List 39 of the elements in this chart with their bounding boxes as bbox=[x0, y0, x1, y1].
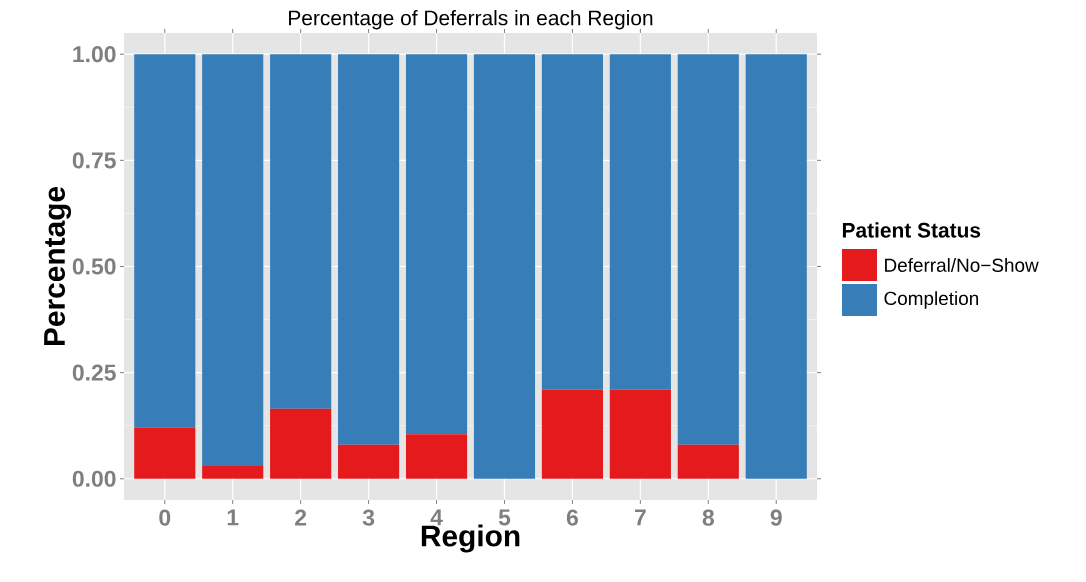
bar bbox=[609, 54, 671, 390]
bar bbox=[270, 408, 332, 479]
y-tick-label: 1.00 bbox=[73, 46, 116, 63]
bar bbox=[338, 444, 400, 479]
legend-label: Deferral/No−Show bbox=[885, 258, 1039, 272]
x-tick-label: 3 bbox=[362, 509, 375, 526]
x-tick-label: 6 bbox=[566, 509, 578, 526]
bar bbox=[134, 427, 196, 479]
y-tick-label: 0.50 bbox=[72, 258, 116, 275]
y-axis-title: Percentage bbox=[44, 186, 72, 346]
x-tick-label: 7 bbox=[634, 509, 646, 526]
bar bbox=[745, 54, 807, 479]
x-tick-label: 0 bbox=[159, 509, 171, 526]
y-tick-label: 0.25 bbox=[72, 364, 116, 381]
x-tick-label: 5 bbox=[498, 509, 511, 526]
bar bbox=[202, 54, 264, 467]
x-tick-label: 4 bbox=[430, 509, 443, 526]
x-tick-label: 2 bbox=[295, 509, 307, 526]
x-axis-title: Region bbox=[421, 524, 520, 553]
bar bbox=[609, 389, 671, 479]
chart-title: Percentage of Deferrals in each Region bbox=[289, 9, 653, 30]
bar bbox=[202, 466, 264, 479]
x-tick-label: 8 bbox=[702, 509, 714, 526]
x-tick-label: 9 bbox=[770, 509, 782, 526]
bar bbox=[270, 54, 332, 409]
y-tick-label: 0.00 bbox=[72, 470, 116, 487]
bar bbox=[541, 54, 603, 390]
legend-title: Patient Status bbox=[842, 222, 981, 238]
bar bbox=[473, 54, 536, 479]
bar bbox=[134, 54, 196, 428]
bar bbox=[677, 54, 739, 445]
y-tick-label: 0.75 bbox=[72, 152, 116, 169]
bar bbox=[677, 444, 739, 479]
bar bbox=[338, 54, 400, 445]
bar bbox=[541, 389, 603, 479]
bar bbox=[405, 54, 468, 435]
bar bbox=[405, 434, 468, 479]
x-tick-label: 1 bbox=[227, 509, 239, 526]
legend-label: Completion bbox=[884, 291, 979, 309]
